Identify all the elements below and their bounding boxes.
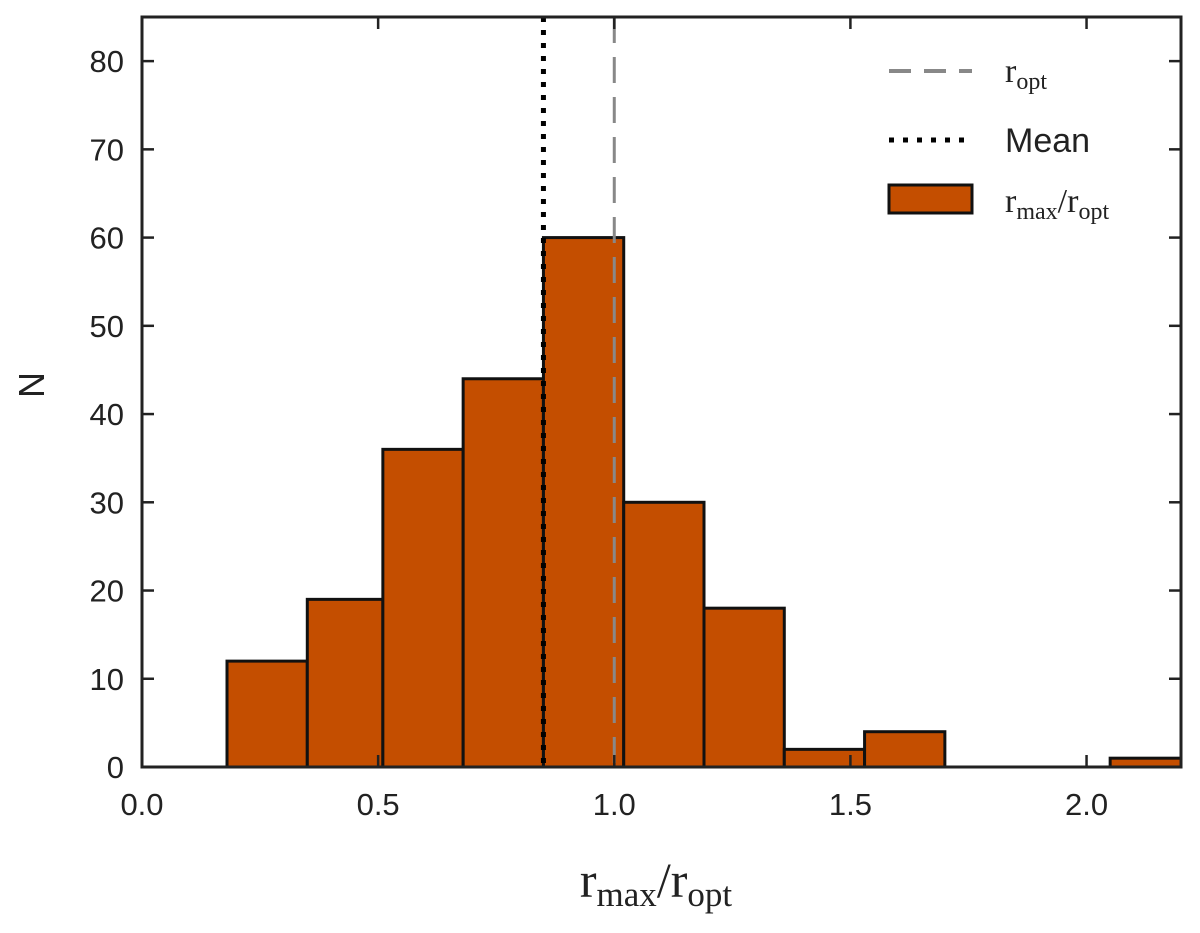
histogram-bar-4 [541,236,626,769]
histogram-bars [225,236,1183,769]
x-axis-label-base1: r [580,852,597,908]
y-tick-label: 20 [90,574,124,609]
histogram-bar-1 [305,597,385,769]
legend-ratio-label: rmax/ropt [1005,183,1109,225]
legend-ratio-base1: r [1005,183,1017,220]
x-tick-label: 0.0 [120,787,163,822]
histogram-bar-7 [782,747,867,769]
y-tick-label: 40 [90,397,124,432]
x-axis-label-sub1: max [597,875,658,914]
x-axis-ticks: 0.0 0.5 1.0 1.5 2.0 [120,17,1108,822]
legend-ropt-base: r [1005,53,1017,90]
x-tick-label: 1.5 [829,787,872,822]
x-axis-label-base2: r [671,852,688,908]
legend: ropt Mean rmax/ropt [887,53,1109,225]
reference-lines [540,17,616,767]
plot-frame [140,15,1183,769]
x-axis-label-slash: / [657,852,671,908]
x-axis-label: rmax/ropt [580,852,732,914]
y-tick-label: 50 [90,309,124,344]
y-tick-label: 70 [90,132,124,167]
y-tick-label: 80 [90,44,124,79]
legend-ratio-swatch [887,183,974,215]
histogram-bar-5 [622,500,706,769]
legend-ratio-sub2: opt [1078,199,1109,225]
histogram-bar-0 [225,659,309,769]
histogram-bar-3 [461,377,545,769]
histogram-bar-2 [381,447,465,769]
legend-ropt-sub: opt [1016,69,1047,95]
x-tick-label: 0.5 [357,787,400,822]
y-tick-label: 0 [107,750,124,785]
x-tick-label: 2.0 [1065,787,1108,822]
x-tick-label: 1.0 [593,787,636,822]
legend-ratio-sub1: max [1016,199,1057,225]
legend-mean-label: Mean [1005,122,1090,160]
legend-ratio-base2: r [1067,183,1079,220]
legend-ropt-label: ropt [1005,53,1047,95]
x-axis-label-sub2: opt [687,875,732,914]
y-axis-label: N [11,372,52,398]
histogram-bar-8 [863,730,947,769]
y-axis-ticks: 0 10 20 30 40 50 60 70 80 [90,44,1181,785]
y-tick-label: 60 [90,221,124,256]
histogram-bar-6 [702,606,786,769]
y-tick-label: 30 [90,485,124,520]
legend-ratio-slash: / [1058,183,1068,220]
y-tick-label: 10 [90,662,124,697]
